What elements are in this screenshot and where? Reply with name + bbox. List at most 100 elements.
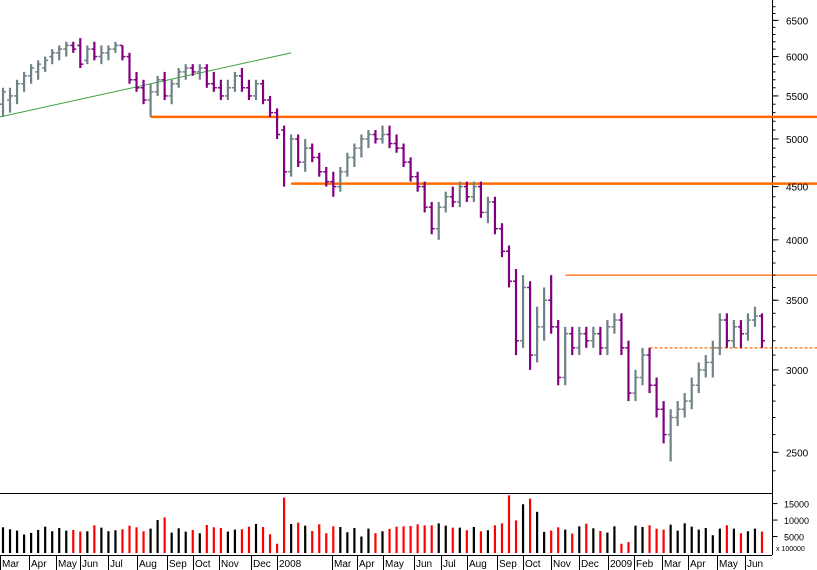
ohlc-bar xyxy=(337,166,344,192)
ohlc-bar xyxy=(126,52,133,84)
ohlc-bar xyxy=(751,306,758,327)
ohlc-bar xyxy=(632,369,639,402)
ohlc-bar xyxy=(168,79,175,105)
time-tick-label: May xyxy=(719,559,738,570)
ohlc-bar xyxy=(281,125,288,187)
ohlc-bar xyxy=(442,191,449,213)
ohlc-bar xyxy=(449,186,456,208)
ohlc-bar xyxy=(653,377,660,418)
ohlc-bar xyxy=(513,269,520,356)
price-tick-label: 4000 xyxy=(786,236,809,247)
ohlc-bar xyxy=(421,181,428,213)
ohlc-bar xyxy=(316,152,323,177)
time-tick-label: May xyxy=(385,559,404,570)
ohlc-bar xyxy=(562,326,569,386)
ohlc-bar xyxy=(49,49,56,65)
ohlc-bar xyxy=(702,355,709,378)
price-tick-label: 3000 xyxy=(786,366,809,377)
ohlc-bar xyxy=(548,275,555,334)
ohlc-bar xyxy=(330,171,337,197)
volume-tick-label: 10000 xyxy=(784,516,809,526)
ohlc-bar xyxy=(112,41,119,53)
ohlc-bar xyxy=(14,79,21,105)
ohlc-bar xyxy=(470,181,477,202)
ohlc-bar xyxy=(224,79,231,101)
ohlc-bar xyxy=(759,313,765,348)
ohlc-bar xyxy=(288,134,295,177)
ohlc-bar xyxy=(569,326,576,356)
ohlc-bar xyxy=(372,130,379,144)
time-tick-label: Aug xyxy=(469,559,487,570)
ohlc-bar xyxy=(245,79,252,101)
trend-line xyxy=(0,52,292,118)
ohlc-bar xyxy=(91,41,98,61)
price-tick-label: 3500 xyxy=(786,296,809,307)
ohlc-bar xyxy=(709,340,716,378)
ohlc-bar xyxy=(660,401,667,444)
time-tick-label: Jul xyxy=(110,559,123,570)
ohlc-bar xyxy=(576,326,583,356)
ohlc-bar xyxy=(77,38,84,69)
ohlc-bar xyxy=(498,223,505,258)
ohlc-bar xyxy=(667,409,674,462)
time-tick-label: 2008 xyxy=(279,559,302,570)
time-tick-label: Jun xyxy=(747,559,763,570)
price-tick-label: 6500 xyxy=(786,16,809,27)
time-tick-label: Feb xyxy=(636,559,654,570)
ohlc-bar xyxy=(618,313,625,356)
ohlc-bar xyxy=(56,45,63,61)
volume-multiplier-label: x 100000 xyxy=(776,546,805,553)
ohlc-bar xyxy=(646,347,653,394)
ohlc-bar xyxy=(695,362,702,394)
ohlc-bar xyxy=(386,125,393,149)
ohlc-bar xyxy=(639,347,646,386)
ohlc-bar xyxy=(189,64,196,76)
ohlc-bar xyxy=(541,287,548,341)
ohlc-bar xyxy=(175,68,182,88)
ohlc-bar xyxy=(463,181,470,202)
ohlc-bar xyxy=(105,45,112,61)
volume-axis: 5000 10000 15000 x 100000 xyxy=(772,500,809,553)
ohlc-bar xyxy=(196,64,203,80)
time-tick-label: Dec xyxy=(581,559,599,570)
ohlc-bar xyxy=(681,393,688,418)
ohlc-bar xyxy=(231,71,238,92)
ohlc-bar xyxy=(604,320,611,356)
ohlc-bar xyxy=(253,79,259,101)
ohlc-bar xyxy=(477,181,484,218)
ohlc-bar xyxy=(456,181,463,208)
ohlc-bar xyxy=(555,320,562,386)
ohlc-bar xyxy=(267,95,274,117)
ohlc-bar xyxy=(358,134,365,158)
ohlc-bar xyxy=(7,87,14,113)
ohlc-bar xyxy=(625,340,632,402)
ohlc-bar xyxy=(154,75,161,96)
ohlc-bar xyxy=(70,41,77,53)
ohlc-bar xyxy=(210,71,217,92)
ohlc-bar xyxy=(21,71,28,92)
ohlc-bar xyxy=(119,44,126,61)
ohlc-bar xyxy=(688,377,695,410)
ohlc-bar xyxy=(98,45,105,65)
ohlc-bar xyxy=(133,71,140,92)
ohlc-bar xyxy=(35,60,42,80)
ohlc-bar xyxy=(238,68,245,92)
ohlc-bar xyxy=(84,45,91,65)
volume-tick-label: 5000 xyxy=(784,533,804,543)
ohlc-bar xyxy=(744,313,751,341)
time-tick-label: Apr xyxy=(359,559,375,570)
time-tick-label: Apr xyxy=(31,559,47,570)
ohlc-bar xyxy=(295,134,302,167)
time-tick-label: Mar xyxy=(664,559,682,570)
ohlc-bar xyxy=(520,275,527,348)
time-tick-label: Mar xyxy=(2,559,20,570)
ohlc-bar xyxy=(674,401,681,426)
ohlc-bar xyxy=(182,64,189,80)
ohlc-bar xyxy=(435,201,442,240)
time-tick-label: Nov xyxy=(221,559,239,570)
ohlc-bar xyxy=(527,281,534,370)
ohlc-bar xyxy=(63,41,70,57)
ohlc-bar xyxy=(716,313,723,356)
